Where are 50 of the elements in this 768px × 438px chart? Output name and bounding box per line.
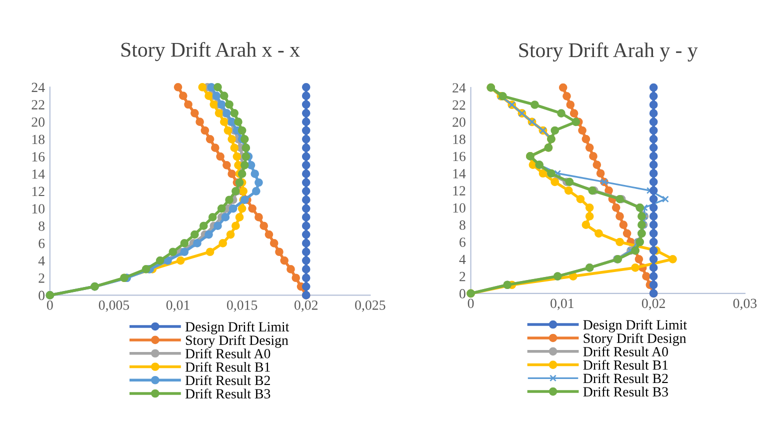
y-tick-label: 22 bbox=[32, 100, 44, 110]
x-tick-label: 0,025 bbox=[355, 300, 386, 312]
x-tick-label: 0,02 bbox=[642, 298, 665, 310]
legend-label: Drift Result B1 bbox=[185, 362, 270, 372]
x-tick-label: 0,005 bbox=[98, 300, 130, 312]
y-tick-label: 2 bbox=[460, 272, 466, 282]
y-tick-label: 4 bbox=[459, 254, 466, 264]
legend-label: Design Drift Limit bbox=[583, 320, 687, 332]
y-tick-label: 4 bbox=[38, 256, 45, 266]
legend-label: Drift Result B3 bbox=[185, 388, 270, 398]
x-tick-label: 0,02 bbox=[294, 300, 318, 312]
legend-label: Drift Result B2 bbox=[185, 375, 270, 386]
legend-label: Drift Result A0 bbox=[185, 348, 270, 358]
y-tick-label: 0 bbox=[460, 289, 466, 298]
y-tick-label: 0 bbox=[38, 290, 45, 300]
legend-label: Story Drift Design bbox=[584, 333, 686, 346]
y-tick-label: 20 bbox=[32, 117, 45, 127]
x-tick-label: 0 bbox=[468, 298, 474, 308]
x-tick-label: 0,01 bbox=[166, 300, 190, 312]
y-tick-label: 20 bbox=[452, 117, 466, 127]
x-tick-label: 0 bbox=[46, 300, 53, 310]
y-tick-label: 8 bbox=[460, 220, 466, 230]
y-tick-label: 6 bbox=[460, 238, 466, 247]
y-tick-label: 24 bbox=[32, 82, 45, 92]
y-tick-label: 16 bbox=[32, 152, 45, 162]
x-tick-label: 0,03 bbox=[733, 298, 757, 310]
legend-label: Drift Result B1 bbox=[583, 360, 668, 370]
y-tick-label: 10 bbox=[32, 204, 45, 214]
legend-label: Drift Result A0 bbox=[583, 346, 668, 356]
y-tick-label: 12 bbox=[32, 186, 44, 196]
y-tick-label: 12 bbox=[453, 186, 466, 196]
y-tick-label: 8 bbox=[38, 221, 45, 231]
chart-title: Story Drift Arah x - x bbox=[121, 42, 300, 62]
y-tick-label: 24 bbox=[452, 83, 466, 92]
legend-label: Drift Result B3 bbox=[583, 386, 668, 397]
y-tick-label: 14 bbox=[32, 170, 45, 179]
y-tick-label: 14 bbox=[453, 169, 466, 178]
y-tick-label: 10 bbox=[453, 203, 466, 213]
y-tick-label: 16 bbox=[453, 152, 466, 162]
x-tick-label: 0,015 bbox=[226, 300, 258, 312]
y-tick-label: 18 bbox=[32, 134, 45, 144]
y-tick-label: 2 bbox=[38, 273, 44, 283]
y-tick-label: 6 bbox=[38, 238, 45, 248]
y-tick-label: 22 bbox=[452, 100, 466, 110]
legend-label: Story Drift Design bbox=[186, 335, 288, 348]
x-tick-label: 0,01 bbox=[550, 298, 574, 310]
legend-label: Design Drift Limit bbox=[185, 322, 290, 334]
y-tick-label: 18 bbox=[453, 134, 466, 144]
chart-title: Story Drift Arah y - y bbox=[519, 42, 698, 62]
legend-label: Drift Result B2 bbox=[583, 373, 668, 384]
